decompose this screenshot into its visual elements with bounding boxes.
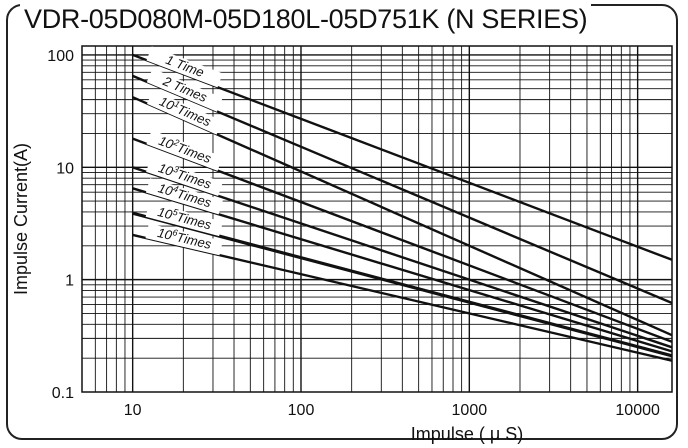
series-line bbox=[132, 137, 673, 343]
curve-label-bg bbox=[147, 90, 223, 135]
curve-label-bg bbox=[146, 157, 223, 197]
curve-label-bg bbox=[145, 178, 223, 215]
x-axis-label: Impulse ( μ S) bbox=[411, 424, 523, 444]
curve-label: 106Times bbox=[145, 223, 223, 256]
chart-title: VDR-05D080M-05D180L-05D751K (N SERIES) bbox=[20, 4, 592, 35]
series-line bbox=[132, 74, 673, 305]
x-tick-label: 10 bbox=[124, 402, 142, 419]
series-line bbox=[132, 233, 673, 362]
curve-label: 103Times bbox=[146, 157, 223, 197]
curve-label-bg bbox=[145, 202, 223, 237]
y-tick-label: 0.1 bbox=[52, 385, 74, 402]
curve-label: 104Times bbox=[145, 178, 223, 215]
curve-label-bg bbox=[146, 130, 223, 171]
series-line bbox=[132, 96, 673, 337]
y-tick-label: 10 bbox=[56, 160, 74, 177]
x-tick-label: 1000 bbox=[452, 402, 488, 419]
series-line bbox=[132, 166, 673, 349]
y-tick-label: 100 bbox=[47, 48, 74, 65]
curve-label-bg bbox=[145, 223, 223, 256]
series-line bbox=[132, 53, 673, 261]
series-line bbox=[132, 211, 673, 358]
y-axis-label: Impulse Current(A) bbox=[11, 143, 31, 295]
series-line bbox=[132, 187, 673, 353]
y-tick-label: 1 bbox=[65, 273, 74, 290]
x-tick-label: 10000 bbox=[615, 402, 660, 419]
curve-label-bg bbox=[146, 46, 223, 88]
x-tick-label: 100 bbox=[288, 402, 315, 419]
curve-label-bg bbox=[146, 68, 223, 112]
curve-label: 105Times bbox=[145, 202, 223, 237]
